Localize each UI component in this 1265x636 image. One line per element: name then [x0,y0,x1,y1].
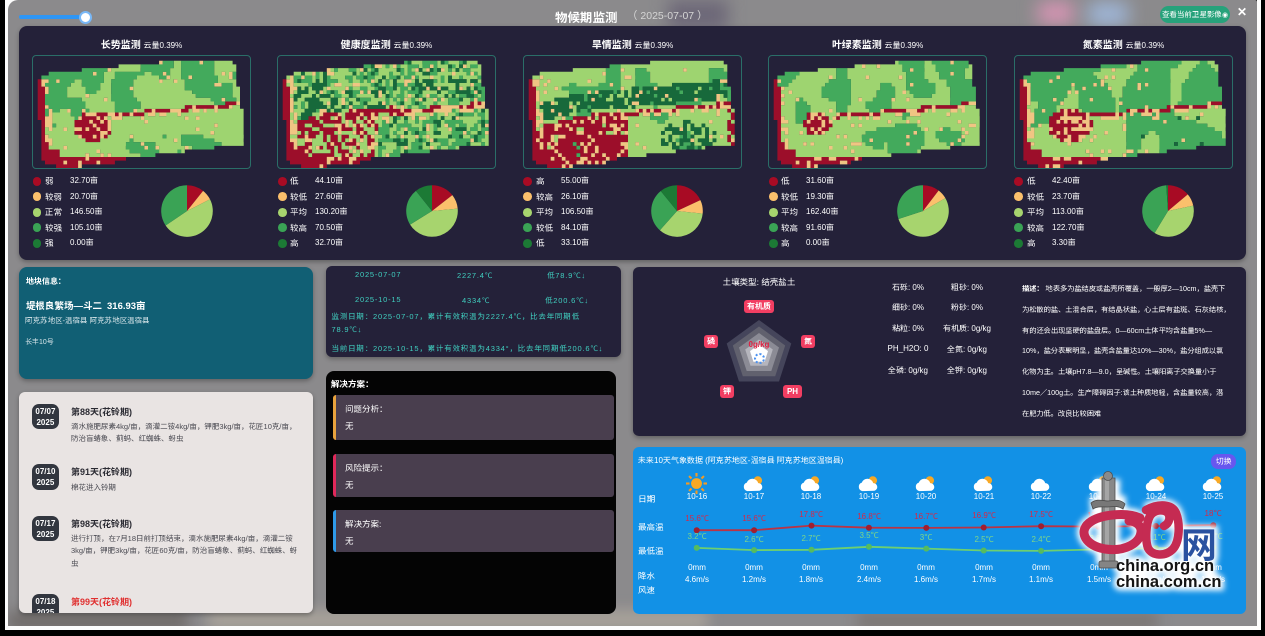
svg-text:网: 网 [1181,517,1217,569]
svg-text:网: 网 [1181,517,1217,569]
svg-text:china.com.cn: china.com.cn [1116,573,1221,591]
svg-text:china.com.cn: china.com.cn [1116,573,1221,591]
svg-text:china.org.cn: china.org.cn [1116,557,1214,575]
